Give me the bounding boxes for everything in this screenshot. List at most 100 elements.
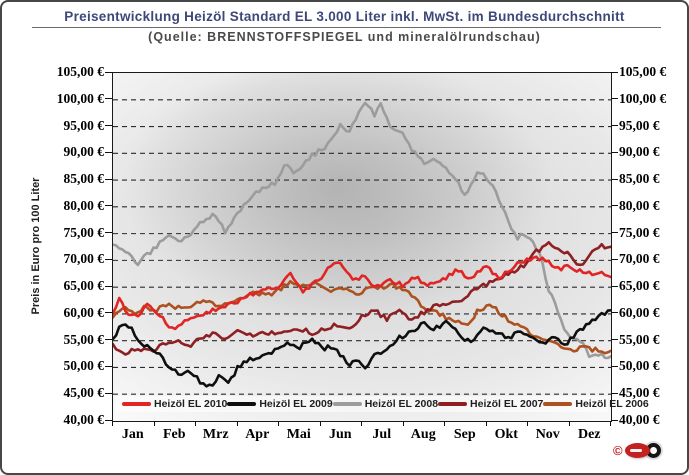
x-tick-mark xyxy=(361,421,362,426)
legend-color-chip xyxy=(227,402,257,406)
legend-item: Heizöl EL 2010 xyxy=(122,398,227,410)
y-tick-mark xyxy=(611,151,618,153)
x-tick-mark xyxy=(153,421,155,426)
y-tick-mark xyxy=(611,232,618,234)
y-tick-mark xyxy=(105,98,112,100)
title-underline xyxy=(32,27,661,28)
y-tick-label-left: 60,00 € xyxy=(63,304,105,320)
y-tick-label-left: 40,00 € xyxy=(63,412,105,427)
x-tick-mark xyxy=(610,421,611,426)
y-tick-label-left: 105,00 € xyxy=(56,64,104,79)
legend-label: Heizöl EL 2006 xyxy=(575,398,649,410)
x-tick-label: Jan xyxy=(121,427,144,442)
y-tick-label-right: 40,00 € xyxy=(619,412,660,427)
chart-title: Preisentwicklung Heizöl Standard EL 3.00… xyxy=(64,9,625,24)
x-tick-mark xyxy=(402,421,404,426)
chart-source: (Quelle: BRENNSTOFFSPIEGEL und mineralöl… xyxy=(148,30,541,44)
y-tick-mark xyxy=(105,125,112,127)
brand-oval-icon xyxy=(624,442,650,458)
legend-label: Heizöl EL 2010 xyxy=(154,398,228,410)
y-tick-mark xyxy=(105,419,112,421)
y-tick-mark xyxy=(611,339,618,341)
x-tick-label: Aug xyxy=(410,427,436,442)
y-tick-label-left: 45,00 € xyxy=(63,385,105,401)
series-line-heiz-l-el-2009 xyxy=(113,309,611,388)
y-tick-mark xyxy=(611,285,618,287)
chart-legend: Heizöl EL 2010 Heizöl EL 2009 Heizöl EL 20… xyxy=(116,396,649,412)
y-tick-mark xyxy=(611,392,618,394)
x-tick-label: Jul xyxy=(372,427,392,442)
logo: © xyxy=(613,439,661,461)
plot-area: Heizöl EL 2010 Heizöl EL 2009 Heizöl EL 20… xyxy=(112,72,649,422)
y-tick-label-right: 60,00 € xyxy=(619,304,660,320)
x-tick-label: Dez xyxy=(577,427,601,442)
legend-color-chip xyxy=(543,402,573,406)
x-tick-mark xyxy=(527,421,528,426)
y-tick-label-right: 80,00 € xyxy=(619,197,660,213)
y-tick-mark xyxy=(105,285,112,287)
x-tick-mark xyxy=(236,421,238,426)
legend-label: Heizöl EL 2008 xyxy=(364,398,439,410)
x-tick-mark xyxy=(278,421,279,426)
y-tick-label-left: 85,00 € xyxy=(63,171,105,187)
y-tick-mark xyxy=(611,205,618,207)
y-tick-label-left: 75,00 € xyxy=(63,224,105,240)
y-tick-mark xyxy=(611,419,618,421)
y-tick-label-left: 95,00 € xyxy=(63,117,105,133)
chart-canvas xyxy=(113,99,611,395)
x-tick-mark xyxy=(195,421,196,426)
x-tick-label: Okt xyxy=(494,427,518,442)
y-tick-label-right: 85,00 € xyxy=(619,171,660,187)
y-tick-mark xyxy=(611,125,618,127)
y-tick-mark xyxy=(611,98,618,100)
y-tick-mark xyxy=(611,258,618,260)
y-tick-mark xyxy=(105,205,112,207)
y-tick-mark xyxy=(611,178,618,180)
x-tick-label: Apr xyxy=(245,427,270,442)
y-tick-mark xyxy=(611,312,618,314)
legend-item: Heizöl EL 2009 xyxy=(227,398,333,410)
copyright-icon: © xyxy=(613,442,623,458)
x-tick-label: Mai xyxy=(286,427,311,442)
legend-color-chip xyxy=(438,402,468,406)
y-tick-label-right: 90,00 € xyxy=(619,144,660,160)
legend-color-chip xyxy=(122,402,151,406)
y-tick-label-right: 50,00 € xyxy=(619,358,660,374)
y-tick-mark xyxy=(105,232,112,234)
x-tick-mark xyxy=(112,421,113,426)
legend-item: Heizöl EL 2006 xyxy=(543,398,649,410)
y-tick-label-left: 80,00 € xyxy=(63,197,105,213)
series-line-heiz-l-el-2007 xyxy=(113,241,611,356)
series-line-heiz-l-el-2008 xyxy=(113,101,611,360)
x-tick-mark xyxy=(444,421,445,426)
series-line-heiz-l-el-2010 xyxy=(113,255,611,331)
x-tick-mark xyxy=(319,421,321,426)
legend-item: Heizöl EL 2008 xyxy=(332,398,439,410)
y-tick-mark xyxy=(105,178,112,180)
y-tick-mark xyxy=(105,71,112,73)
y-tick-mark xyxy=(105,312,112,314)
y-tick-label-right: 100,00 € xyxy=(619,90,667,106)
y-tick-label-left: 55,00 € xyxy=(63,331,105,347)
x-tick-label: Jun xyxy=(328,427,352,442)
y-tick-label-right: 105,00 € xyxy=(619,64,667,79)
legend-color-chip xyxy=(332,402,362,406)
y-tick-label-left: 65,00 € xyxy=(63,278,105,294)
x-tick-mark xyxy=(568,421,570,426)
y-tick-label-right: 70,00 € xyxy=(619,251,660,267)
x-tick-mark xyxy=(485,421,487,426)
legend-label: Heizöl EL 2009 xyxy=(259,398,333,410)
y-tick-mark xyxy=(105,365,112,367)
x-tick-label: Mrz xyxy=(202,427,229,442)
y-tick-mark xyxy=(105,151,112,153)
y-tick-label-left: 90,00 € xyxy=(63,144,105,160)
y-tick-mark xyxy=(611,71,618,73)
y-tick-mark xyxy=(611,365,618,367)
y-tick-label-right: 45,00 € xyxy=(619,385,660,401)
y-tick-mark xyxy=(105,258,112,260)
y-tick-label-right: 55,00 € xyxy=(619,331,660,347)
x-tick-label: Feb xyxy=(162,427,186,442)
y-tick-label-right: 95,00 € xyxy=(619,117,660,133)
y-tick-label-left: 100,00 € xyxy=(56,90,104,106)
